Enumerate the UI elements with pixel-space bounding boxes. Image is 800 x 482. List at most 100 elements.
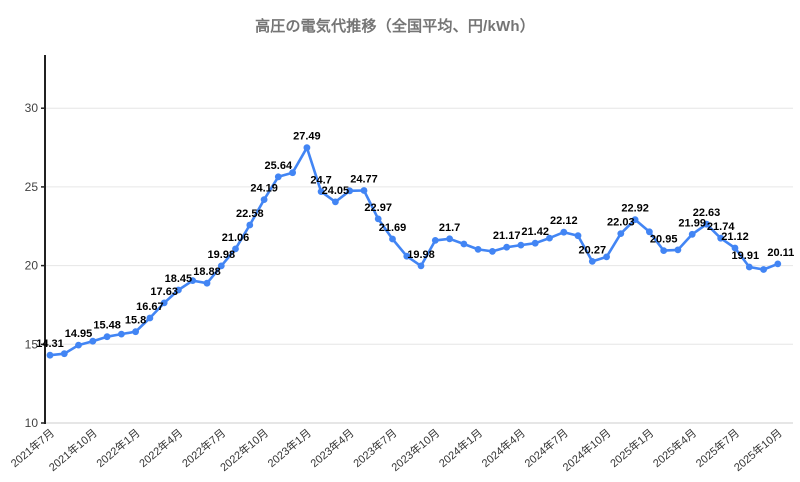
data-point-marker[interactable] — [774, 260, 782, 268]
data-point-label: 20.95 — [650, 234, 678, 246]
data-point-label: 21.12 — [721, 231, 749, 243]
data-point-marker[interactable] — [332, 198, 339, 206]
data-point-label: 15.48 — [93, 320, 121, 332]
data-point-marker[interactable] — [703, 220, 710, 228]
data-point-label: 25.64 — [265, 160, 293, 172]
data-point-label: 21.74 — [707, 221, 735, 233]
y-axis-tick-label: 10 — [25, 416, 39, 430]
data-point-label: 21.69 — [379, 222, 407, 234]
y-axis-tick-label: 20 — [25, 259, 39, 273]
data-point-marker[interactable] — [203, 279, 211, 287]
data-point-marker[interactable] — [346, 187, 354, 195]
data-point-label: 27.49 — [293, 131, 321, 143]
data-point-label: 24.7 — [310, 175, 331, 187]
data-point-marker[interactable] — [403, 252, 411, 260]
data-point-marker[interactable] — [731, 244, 739, 252]
x-axis-tick-label: 2025年1月 — [607, 426, 656, 471]
x-axis-tick-label: 2022年1月 — [93, 426, 142, 471]
data-point-marker[interactable] — [232, 245, 239, 253]
data-point-marker[interactable] — [374, 215, 382, 223]
x-axis-tick-label: 2022年4月 — [136, 426, 185, 471]
data-point-marker[interactable] — [546, 234, 553, 242]
data-point-marker[interactable] — [588, 258, 596, 265]
data-point-marker[interactable] — [617, 230, 625, 238]
data-point-marker[interactable] — [217, 262, 225, 270]
data-point-marker[interactable] — [360, 187, 368, 194]
data-point-marker[interactable] — [646, 228, 653, 236]
data-point-marker[interactable] — [717, 234, 725, 242]
data-point-marker[interactable] — [317, 188, 325, 196]
data-point-label: 19.98 — [407, 249, 435, 261]
data-point-marker[interactable] — [474, 246, 482, 253]
data-point-marker[interactable] — [103, 333, 111, 341]
data-point-label: 21.7 — [439, 222, 460, 234]
data-point-marker[interactable] — [531, 239, 539, 247]
data-point-marker[interactable] — [489, 248, 496, 255]
data-point-marker[interactable] — [446, 235, 453, 243]
data-point-marker[interactable] — [560, 228, 568, 236]
data-point-label: 20.11 — [767, 247, 794, 259]
data-point-label: 19.98 — [208, 249, 236, 261]
y-axis-tick-label: 15 — [25, 337, 39, 351]
data-point-marker[interactable] — [517, 241, 525, 249]
chart-title: 高圧の電気代推移（全国平均、円/kWh） — [255, 18, 535, 35]
data-point-marker[interactable] — [260, 196, 268, 204]
data-point-marker[interactable] — [674, 246, 682, 254]
data-point-label: 21.06 — [222, 232, 250, 244]
data-point-label: 21.99 — [678, 217, 706, 229]
data-point-marker[interactable] — [303, 144, 311, 152]
data-point-marker[interactable] — [189, 277, 197, 284]
data-point-marker[interactable] — [289, 169, 296, 177]
data-point-marker[interactable] — [631, 216, 639, 224]
data-point-marker[interactable] — [431, 237, 439, 244]
data-point-marker[interactable] — [760, 266, 767, 273]
data-point-label: 21.17 — [493, 230, 521, 242]
data-point-label: 15.8 — [125, 315, 146, 327]
data-point-label: 19.91 — [732, 250, 760, 262]
data-point-marker[interactable] — [603, 253, 610, 261]
data-point-marker[interactable] — [46, 351, 54, 359]
data-point-label: 14.31 — [36, 338, 64, 350]
data-point-marker[interactable] — [89, 337, 97, 345]
data-point-label: 22.12 — [550, 215, 578, 227]
data-point-label: 21.42 — [521, 226, 549, 238]
data-point-marker[interactable] — [246, 221, 254, 229]
data-point-marker[interactable] — [417, 262, 425, 270]
data-point-marker[interactable] — [274, 173, 282, 181]
data-point-marker[interactable] — [660, 247, 668, 255]
data-point-marker[interactable] — [75, 341, 82, 349]
x-axis-tick-label: 2023年1月 — [265, 426, 314, 471]
data-point-marker[interactable] — [175, 286, 182, 294]
data-point-marker[interactable] — [146, 314, 154, 322]
price-line — [48, 146, 780, 357]
data-point-marker[interactable] — [60, 350, 68, 358]
x-axis-tick-label: 2024年1月 — [436, 426, 485, 471]
data-point-label: 22.03 — [607, 217, 635, 229]
data-point-label: 18.45 — [165, 273, 193, 285]
data-point-label: 24.05 — [322, 185, 350, 197]
data-point-marker[interactable] — [389, 235, 396, 243]
data-point-marker[interactable] — [574, 232, 582, 240]
data-point-marker[interactable] — [460, 240, 468, 248]
x-axis-tick-label: 2024年4月 — [479, 426, 528, 471]
data-point-label: 22.92 — [621, 203, 649, 215]
data-point-marker[interactable] — [745, 263, 753, 271]
data-point-label: 18.88 — [193, 266, 221, 278]
data-point-marker[interactable] — [118, 330, 125, 338]
data-point-label: 22.63 — [693, 207, 721, 219]
data-point-marker[interactable] — [132, 328, 140, 336]
data-point-label: 16.67 — [136, 301, 164, 313]
data-point-label: 24.19 — [250, 183, 278, 195]
data-point-marker[interactable] — [160, 299, 168, 307]
data-point-marker[interactable] — [503, 243, 511, 251]
y-axis-tick-label: 25 — [25, 180, 39, 194]
data-point-label: 24.77 — [350, 174, 378, 186]
data-point-marker[interactable] — [688, 230, 696, 238]
x-axis-tick-label: 2023年4月 — [307, 426, 356, 471]
data-point-label: 14.95 — [65, 328, 93, 340]
data-point-label: 17.63 — [150, 286, 178, 298]
data-point-label: 20.27 — [579, 244, 607, 256]
data-point-label: 22.97 — [364, 202, 392, 214]
